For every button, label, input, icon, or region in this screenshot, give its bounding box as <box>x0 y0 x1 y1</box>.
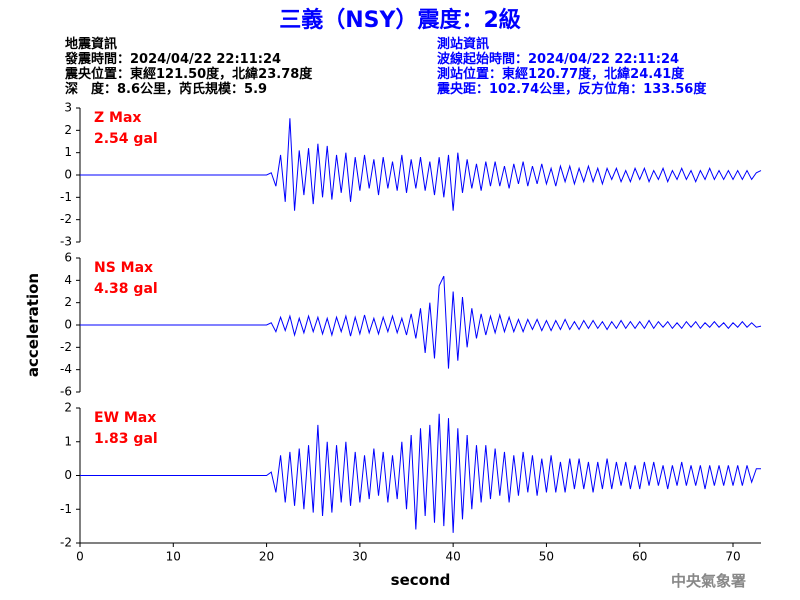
y-tick-label: -3 <box>60 235 72 249</box>
info-right: 測站資訊 <box>437 36 489 52</box>
y-tick-label: 6 <box>64 251 72 265</box>
waveform <box>80 413 761 533</box>
x-tick-label: 70 <box>725 550 740 564</box>
y-tick-label: -2 <box>60 212 72 226</box>
y-tick-label: 1 <box>64 145 72 159</box>
y-tick-label: 1 <box>64 434 72 448</box>
y-tick-label: -1 <box>60 502 72 516</box>
info-left: 發震時間：2024/04/22 22:11:24 <box>64 51 281 67</box>
x-tick-label: 30 <box>352 550 367 564</box>
y-tick-label: 2 <box>64 295 72 309</box>
footer: 中央氣象署 <box>671 572 746 590</box>
y-tick-label: 0 <box>64 468 72 482</box>
info-right: 測站位置：東經120.77度，北緯24.41度 <box>437 66 685 82</box>
info-left: 地震資訊 <box>65 36 117 52</box>
waveform <box>80 275 762 369</box>
y-tick-label: -1 <box>60 190 72 204</box>
x-tick-label: 60 <box>632 550 647 564</box>
y-tick-label: 2 <box>64 401 72 415</box>
annotation: Z Max <box>94 110 141 126</box>
y-tick-label: 0 <box>64 168 72 182</box>
annotation: NS Max <box>94 260 153 276</box>
x-tick-label: 40 <box>446 550 461 564</box>
info-left: 深 度：8.6公里，芮氏規模：5.9 <box>65 81 267 97</box>
y-tick-label: -2 <box>60 340 72 354</box>
y-tick-label: 0 <box>64 318 72 332</box>
annotation: 1.83 gal <box>94 431 158 447</box>
annotation: 2.54 gal <box>94 131 158 147</box>
x-tick-label: 50 <box>539 550 554 564</box>
waveform <box>80 118 762 211</box>
y-tick-label: -6 <box>60 385 72 399</box>
annotation: 4.38 gal <box>94 281 158 297</box>
info-right: 震央距：102.74公里，反方位角：133.56度 <box>436 81 707 97</box>
y-axis-title: acceleration <box>24 273 42 377</box>
annotation: EW Max <box>94 410 156 426</box>
y-tick-label: 3 <box>64 101 72 115</box>
info-right: 波線起始時間：2024/04/22 22:11:24 <box>437 51 679 67</box>
y-tick-label: 2 <box>64 123 72 137</box>
x-tick-label: 20 <box>259 550 274 564</box>
chart-title: 三義（NSY）震度：2級 <box>279 7 521 33</box>
x-axis-title: second <box>391 571 451 589</box>
y-tick-label: -2 <box>60 536 72 550</box>
y-tick-label: -4 <box>60 362 72 376</box>
y-tick-label: 4 <box>64 273 72 287</box>
info-left: 震央位置：東經121.50度，北緯23.78度 <box>64 66 313 82</box>
x-tick-label: 0 <box>76 550 84 564</box>
x-tick-label: 10 <box>166 550 181 564</box>
